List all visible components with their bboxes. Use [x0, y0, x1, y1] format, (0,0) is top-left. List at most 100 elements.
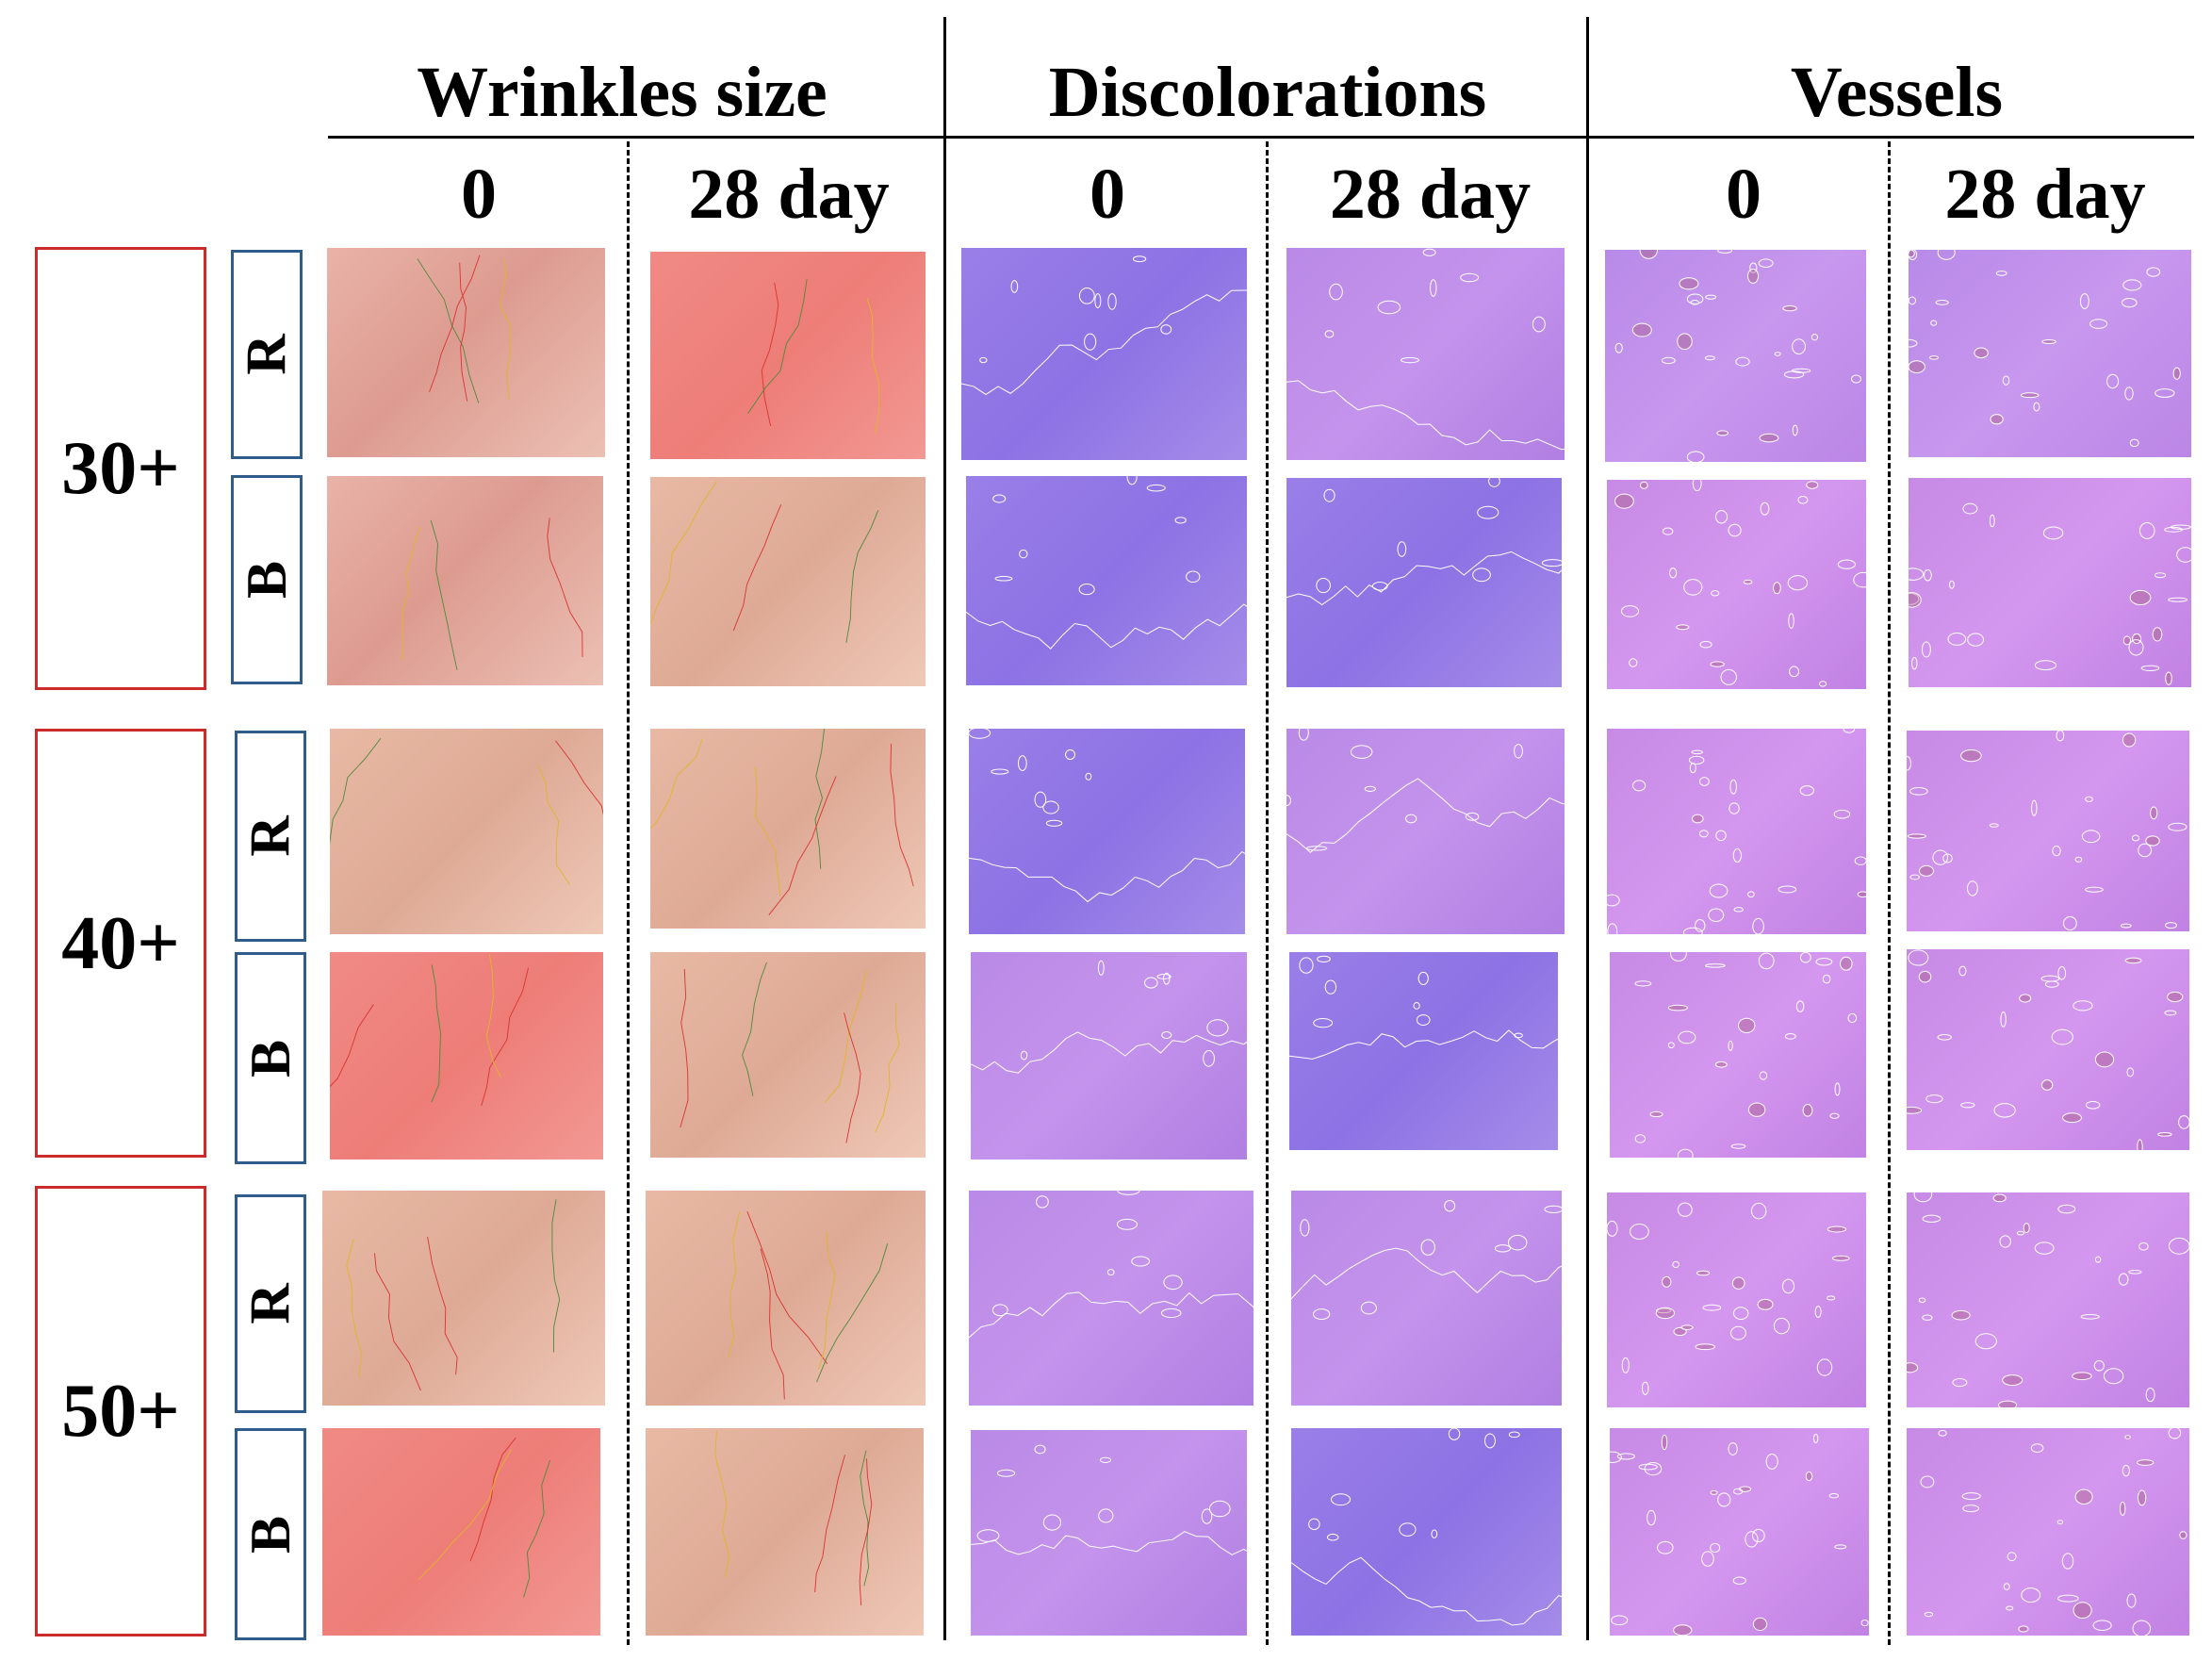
photo-wrinkles-30-b-day28 — [650, 477, 926, 686]
vessel-contour — [1733, 1488, 1742, 1494]
vessel-contour — [2138, 1140, 2142, 1150]
vessel-contour — [2121, 1502, 2125, 1515]
vessel-contour — [1778, 886, 1796, 893]
wrinkle-trace — [418, 1449, 512, 1580]
wrinkle-trace — [743, 962, 767, 1096]
discoloration-contour — [971, 1532, 1247, 1557]
vessel-contour — [1711, 662, 1724, 666]
subheader-wrinkles-day28: 28 day — [688, 155, 890, 234]
discoloration-spot — [1187, 571, 1200, 583]
vessel-contour — [1705, 356, 1714, 360]
discoloration-spot — [991, 769, 1008, 774]
wrinkle-trace — [748, 279, 807, 414]
vessel-contour — [2139, 1242, 2149, 1250]
discoloration-spot — [1020, 550, 1027, 557]
vessel-contour — [2155, 573, 2165, 578]
wrinkle-trace — [486, 954, 500, 1077]
photo-markings — [327, 476, 603, 685]
discoloration-spot — [1508, 1235, 1527, 1250]
vessel-contour — [2132, 835, 2138, 841]
vessel-contour — [1678, 334, 1693, 350]
vessel-contour — [2133, 633, 2141, 643]
vessel-contour — [2057, 1521, 2062, 1524]
vessel-contour — [1734, 908, 1743, 912]
vessel-contour — [2007, 1606, 2013, 1610]
wrinkle-trace — [761, 1249, 784, 1400]
vessel-contour — [1908, 834, 1925, 838]
photo-discolorations-30-r-day28 — [1286, 248, 1565, 460]
vessel-contour — [1739, 1018, 1755, 1032]
age-label: 50+ — [61, 1370, 180, 1453]
discoloration-spot — [1207, 1020, 1228, 1036]
wrinkle-trace — [482, 968, 529, 1106]
photo-markings — [1907, 1192, 2189, 1407]
vessel-contour — [1703, 1305, 1721, 1310]
discoloration-spot — [1037, 1196, 1049, 1208]
wrinkle-trace — [762, 283, 778, 426]
photo-markings — [1907, 731, 2189, 931]
discoloration-spot — [1372, 583, 1387, 590]
vessel-contour — [1834, 810, 1850, 818]
discoloration-spot — [1330, 284, 1343, 300]
vessel-contour — [2141, 666, 2159, 670]
vessel-contour — [1679, 278, 1698, 289]
vessel-contour — [1699, 778, 1709, 786]
vessel-contour — [1948, 633, 1966, 646]
wrinkle-trace — [846, 510, 878, 643]
discoloration-spot — [1406, 814, 1417, 823]
vessel-contour — [1702, 1552, 1714, 1566]
vessel-contour — [2177, 548, 2191, 563]
vessel-contour — [1930, 356, 1939, 360]
vessel-contour — [2153, 628, 2162, 641]
vessel-contour — [1684, 580, 1702, 595]
vessel-contour — [2133, 1620, 2151, 1636]
discoloration-spot — [1095, 294, 1101, 308]
wrinkle-trace — [330, 1004, 373, 1141]
vessel-contour — [1673, 1261, 1679, 1267]
vessel-contour — [1633, 781, 1646, 791]
discoloration-spot — [1204, 1051, 1215, 1067]
vessel-contour — [1731, 1144, 1745, 1148]
vessel-contour — [1968, 633, 1984, 646]
vessel-contour — [1975, 1334, 1996, 1349]
discoloration-spot — [1018, 756, 1026, 771]
vessel-contour — [2119, 1274, 2128, 1285]
vessel-contour — [2086, 887, 2104, 892]
wrinkle-trace — [428, 1237, 458, 1374]
vessel-contour — [2073, 1373, 2091, 1380]
vessel-contour — [1690, 764, 1696, 773]
discoloration-spot — [1145, 978, 1157, 988]
vessel-contour — [1645, 1463, 1662, 1475]
vessel-contour — [2122, 298, 2138, 306]
vessel-contour — [1933, 850, 1948, 864]
discoloration-spot — [1301, 1220, 1309, 1236]
vessel-contour — [2104, 1369, 2122, 1384]
vessel-contour — [1835, 1545, 1846, 1549]
photo-discolorations-40-b-day0 — [971, 952, 1247, 1159]
vessel-contour — [1718, 250, 1732, 253]
discoloration-contour — [971, 1032, 1247, 1073]
discoloration-spot — [1473, 568, 1491, 582]
vessel-contour — [2127, 1594, 2136, 1607]
vessel-contour — [1748, 892, 1755, 897]
vessel-contour — [1798, 497, 1808, 504]
vessel-contour — [2180, 1532, 2187, 1538]
vessel-contour — [2058, 967, 2066, 980]
vessel-contour — [1994, 1104, 2015, 1117]
vessel-contour — [1923, 1215, 1941, 1222]
vessel-contour — [1639, 1464, 1657, 1470]
vessel-contour — [1950, 581, 1955, 588]
subheader-wrinkles-day0: 0 — [461, 155, 497, 234]
vessel-contour — [1909, 361, 1925, 373]
vessel-contour — [1760, 434, 1778, 442]
age-label: 30+ — [61, 427, 180, 510]
vessel-contour — [1790, 666, 1799, 677]
vessel-contour — [2094, 1361, 2104, 1371]
subheader-vessels-day28: 28 day — [1944, 155, 2146, 234]
discoloration-spot — [1164, 973, 1170, 984]
photo-markings — [650, 252, 926, 459]
vessel-contour — [1677, 625, 1689, 630]
vessel-contour — [1961, 749, 1982, 761]
vessel-contour — [2169, 598, 2187, 601]
vessel-contour — [1782, 1279, 1794, 1293]
